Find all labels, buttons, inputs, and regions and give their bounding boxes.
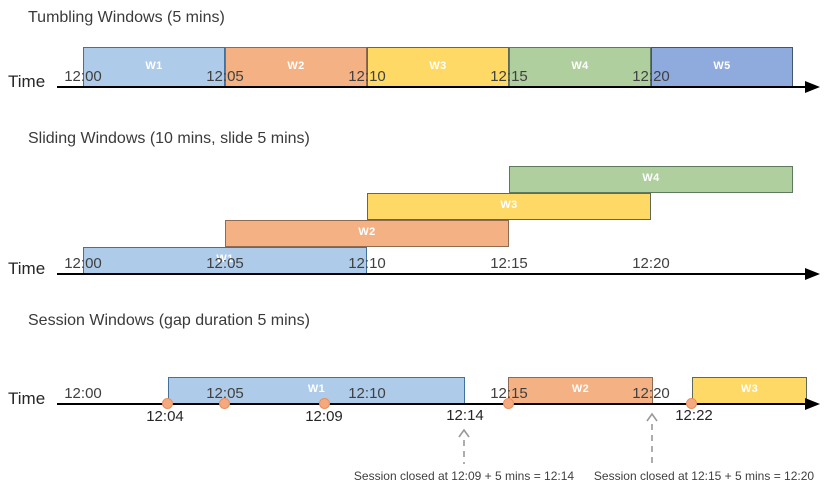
sliding-tick-1220: 12:20 <box>632 255 670 272</box>
window-label: W3 <box>740 383 759 395</box>
window-label: W4 <box>571 59 589 72</box>
tumbling-window-w5: W5 <box>651 47 793 87</box>
session-tick-1220: 12:20 <box>632 385 670 402</box>
window-label: W4 <box>642 172 660 184</box>
session-window-w3: W3 <box>692 377 807 404</box>
session-tick-1210: 12:10 <box>348 385 386 402</box>
event-time-label-1209: 12:09 <box>305 408 343 425</box>
session-tick-1200: 12:00 <box>64 385 102 402</box>
tumbling-axis-line <box>57 86 805 88</box>
event-time-label-1222: 12:22 <box>675 407 713 424</box>
session-time-axis-label: Time <box>8 389 46 408</box>
window-label: W2 <box>358 226 376 238</box>
sliding-window-w4: W4 <box>509 166 793 193</box>
window-label: W3 <box>429 59 447 72</box>
session-tick-1215: 12:15 <box>490 385 528 402</box>
event-dot-1209 <box>319 398 330 409</box>
sliding-tick-1200: 12:00 <box>64 255 102 272</box>
window-label: W3 <box>500 199 518 211</box>
tumbling-window-w1: W1 <box>83 47 225 87</box>
window-label: W5 <box>713 59 731 72</box>
window-label: W1 <box>307 383 326 395</box>
annotation-arrow-2-icon <box>646 412 658 464</box>
sliding-title: Sliding Windows (10 mins, slide 5 mins) <box>28 130 310 147</box>
event-dot-1222 <box>686 398 697 409</box>
tumbling-tick-1210: 12:10 <box>348 68 386 85</box>
sliding-time-axis-label: Time <box>8 259 46 278</box>
tumbling-axis-arrowhead-icon <box>805 81 820 93</box>
annotation-arrow-1-icon <box>458 428 470 464</box>
session-window-w1: W1 <box>168 377 465 404</box>
session-annotation-2: Session closed at 12:15 + 5 mins = 12:20 <box>593 469 815 483</box>
sliding-tick-1205: 12:05 <box>206 255 244 272</box>
tumbling-window-w3: W3 <box>367 47 509 87</box>
event-time-label-1204: 12:04 <box>146 408 184 425</box>
window-label: W1 <box>216 253 234 265</box>
sliding-window-w1: W1 <box>83 247 367 274</box>
sliding-window-w2: W2 <box>225 220 509 247</box>
sliding-axis-arrowhead-icon <box>805 268 820 280</box>
session-close-label-1214: 12:14 <box>446 407 484 424</box>
tumbling-tick-1205: 12:05 <box>206 68 244 85</box>
tumbling-title: Tumbling Windows (5 mins) <box>28 9 225 26</box>
tumbling-tick-1200: 12:00 <box>64 68 102 85</box>
sliding-tick-1215: 12:15 <box>490 255 528 272</box>
sliding-axis-line <box>57 273 805 275</box>
window-label: W2 <box>571 383 590 395</box>
session-title: Session Windows (gap duration 5 mins) <box>28 312 310 329</box>
session-axis-line <box>57 403 805 405</box>
sliding-tick-1210: 12:10 <box>348 255 386 272</box>
session-window-w2: W2 <box>508 377 653 404</box>
event-dot-1205 <box>219 398 230 409</box>
sliding-window-w3: W3 <box>367 193 651 220</box>
window-label: W2 <box>287 59 305 72</box>
tumbling-time-axis-label: Time <box>8 72 46 91</box>
event-dot-1204 <box>162 398 173 409</box>
session-tick-1205: 12:05 <box>206 385 244 402</box>
event-dot-1215 <box>503 398 514 409</box>
tumbling-tick-1215: 12:15 <box>490 68 528 85</box>
window-label: W1 <box>145 59 163 72</box>
session-annotation-1: Session closed at 12:09 + 5 mins = 12:14 <box>353 469 575 483</box>
session-axis-arrowhead-icon <box>805 398 820 410</box>
tumbling-tick-1220: 12:20 <box>632 68 670 85</box>
